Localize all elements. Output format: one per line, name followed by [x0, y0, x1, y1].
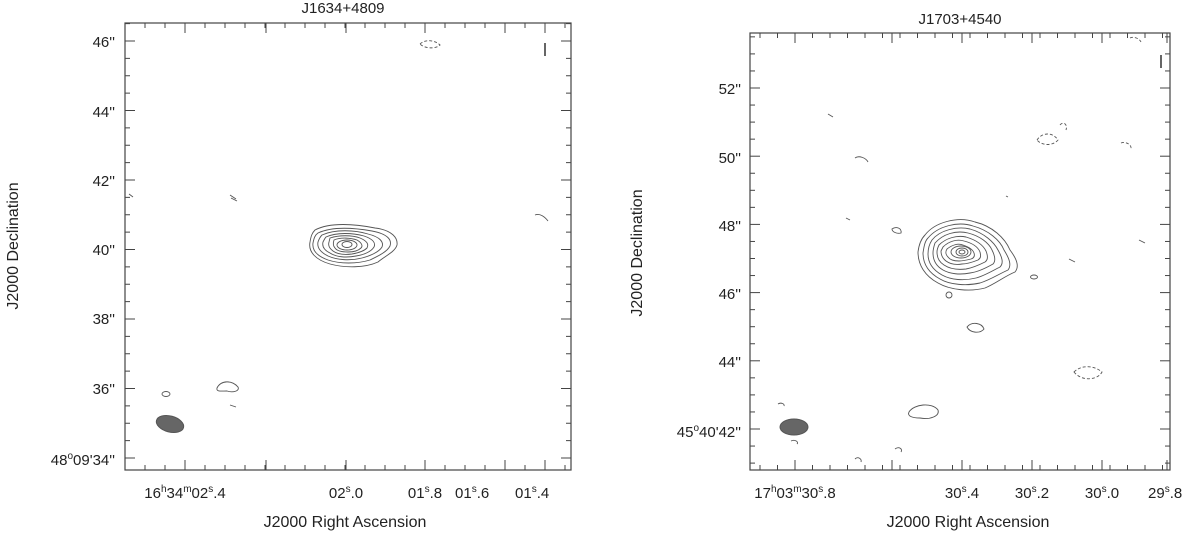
right-ytick-label: 48'' [719, 218, 742, 235]
right-chart-title: J1703+4540 [919, 11, 1002, 28]
left-beam-ellipse [155, 414, 185, 434]
right-beam-ellipse [779, 418, 809, 436]
left-xtick-label: 02s.0 [329, 484, 363, 502]
right-x-axis-label: J2000 Right Ascension [887, 514, 1050, 531]
left-xtick-label: 01s.4 [515, 484, 549, 502]
right-xtick-label: 30s.4 [945, 484, 979, 502]
left-ytick-label: 44'' [93, 104, 116, 121]
right-xtick-label: 30s.0 [1085, 484, 1119, 502]
right-ytick-label-bottom: 45o40'42'' [677, 423, 741, 441]
left-plot-frame [124, 22, 572, 471]
right-ytick-label: 52'' [719, 81, 742, 98]
left-noise-contours [128, 40, 549, 408]
left-x-axis-label: J2000 Right Ascension [264, 514, 427, 531]
left-ytick-label-bottom: 48o09'34'' [51, 451, 115, 469]
left-ytick-label: 40'' [93, 242, 116, 259]
right-xtick-label: 17h03m30s.8 [754, 484, 835, 502]
right-xtick-label: 30s.2 [1015, 484, 1049, 502]
right-ytick-label: 44'' [719, 354, 742, 371]
left-y-ticks [125, 23, 571, 459]
right-source-contours [917, 219, 1018, 291]
right-y-ticks [750, 36, 1170, 464]
left-chart-title: J1634+4809 [302, 0, 385, 17]
right-x-ticks [759, 33, 1168, 470]
left-x-ticks [124, 23, 566, 470]
left-xtick-label: 01s.6 [455, 484, 489, 502]
left-y-axis-label: J2000 Declination [5, 182, 22, 309]
right-noise-contours [777, 36, 1146, 463]
left-xtick-label: 01s.8 [408, 484, 442, 502]
left-ytick-label: 46'' [93, 34, 116, 51]
right-plot-frame [749, 32, 1171, 471]
right-xtick-label: 29s.8 [1148, 484, 1182, 502]
right-ytick-label: 50'' [719, 150, 742, 167]
left-ytick-label: 38'' [93, 311, 116, 328]
left-xtick-label: 16h34m02s.4 [144, 484, 225, 502]
left-ytick-label: 42'' [93, 173, 116, 190]
left-source-contours [309, 224, 398, 268]
right-ytick-label: 46'' [719, 286, 742, 303]
right-y-axis-label: J2000 Declination [629, 189, 646, 316]
left-ytick-label: 36'' [93, 381, 116, 398]
